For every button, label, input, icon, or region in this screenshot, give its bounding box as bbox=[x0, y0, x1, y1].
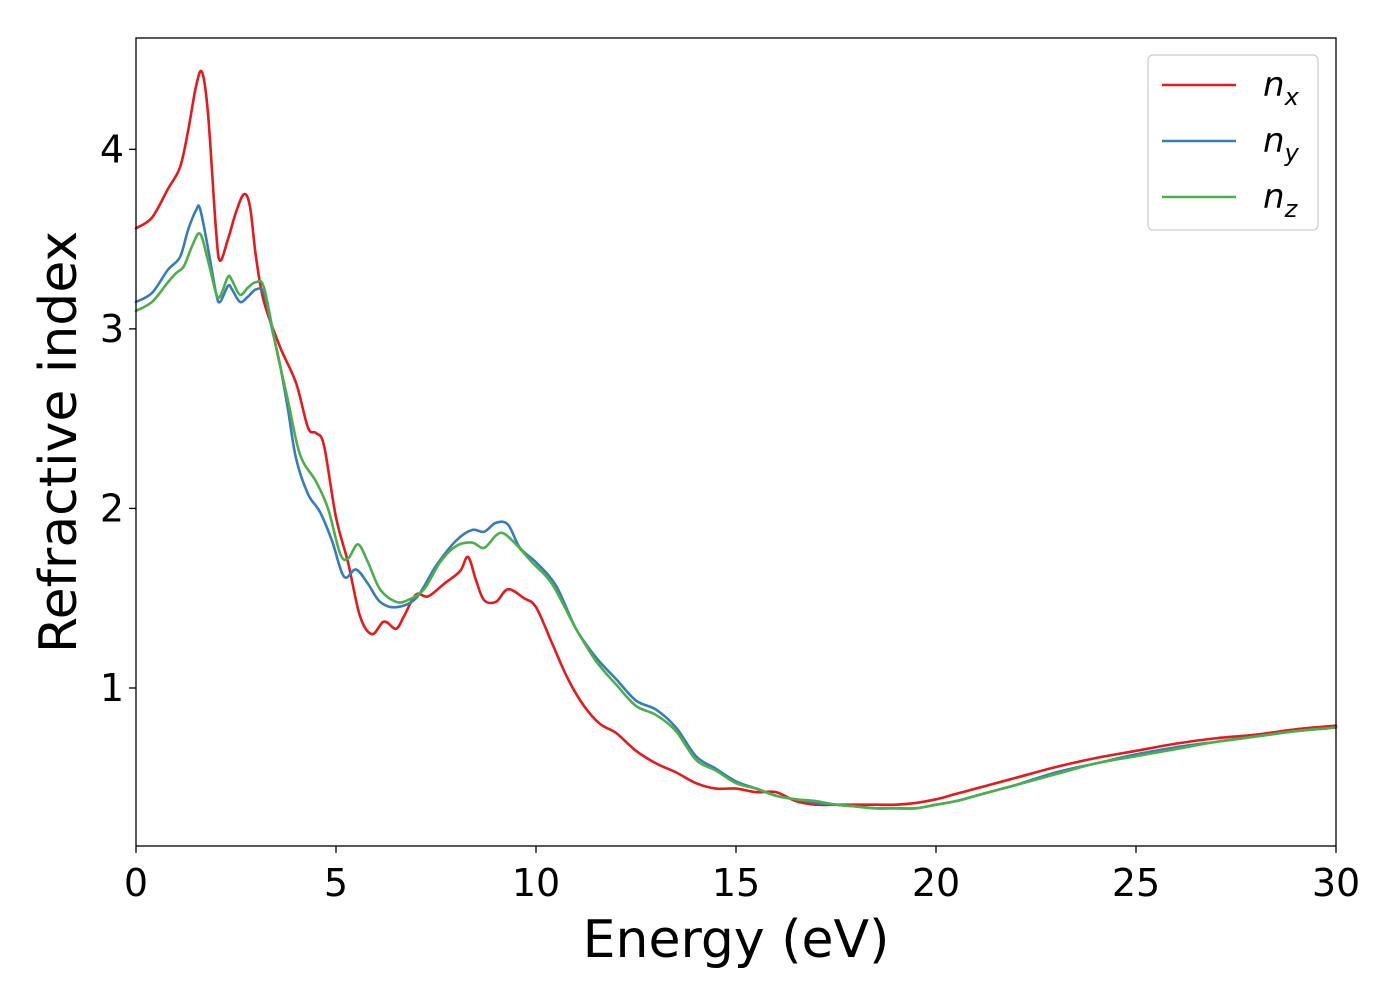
y-tick-label: 4 bbox=[100, 127, 124, 171]
x-tick-label: 0 bbox=[124, 861, 148, 905]
y-tick-label: 3 bbox=[100, 307, 124, 351]
series-layer bbox=[134, 69, 1338, 810]
series-line-x bbox=[134, 69, 1338, 807]
x-axis-title: Energy (eV) bbox=[583, 910, 890, 970]
y-axis-ticks: 1 2 3 4 bbox=[100, 127, 136, 710]
series-line-z bbox=[134, 232, 1338, 810]
legend-box bbox=[1147, 54, 1319, 231]
x-tick-label: 20 bbox=[912, 861, 960, 905]
legend-subscript: z bbox=[1284, 195, 1299, 223]
x-axis-ticks: 0 5 10 15 20 25 30 bbox=[124, 846, 1360, 905]
x-tick-label: 30 bbox=[1312, 861, 1360, 905]
plot-frame bbox=[135, 37, 1337, 847]
x-tick-label: 15 bbox=[712, 861, 760, 905]
legend-subscript: x bbox=[1284, 83, 1300, 111]
y-axis-title: Refractive index bbox=[29, 231, 89, 653]
y-tick-label: 2 bbox=[100, 486, 124, 530]
x-tick-label: 25 bbox=[1112, 861, 1160, 905]
y-tick-label: 1 bbox=[100, 666, 124, 710]
x-tick-label: 10 bbox=[512, 861, 560, 905]
x-tick-label: 5 bbox=[324, 861, 348, 905]
legend-subscript: y bbox=[1284, 139, 1300, 167]
